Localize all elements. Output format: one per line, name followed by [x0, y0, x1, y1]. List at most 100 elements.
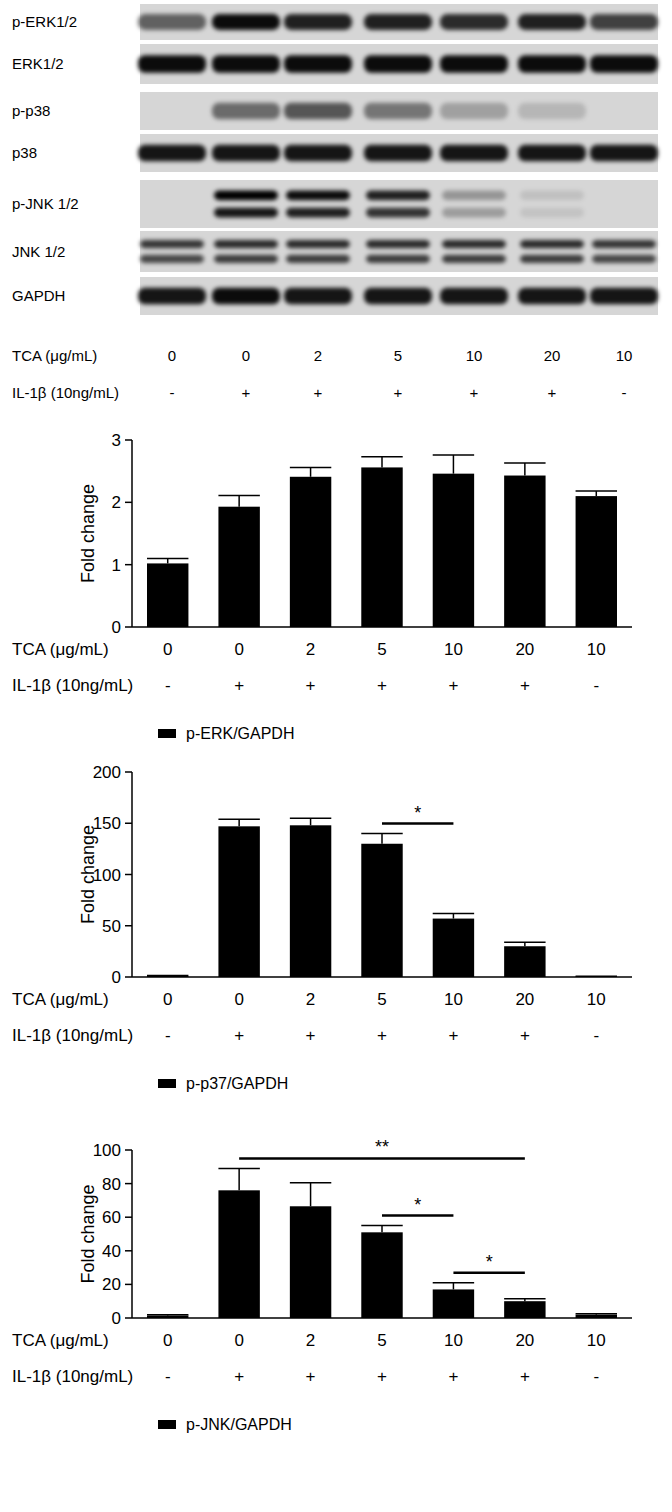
lane-label: + [314, 384, 323, 401]
x-tick-label: 10 [444, 990, 463, 1009]
band [590, 288, 658, 305]
x-tick-label: 0 [163, 990, 172, 1009]
band [284, 55, 352, 73]
x-tick-label: + [448, 1026, 458, 1045]
band [212, 55, 280, 73]
error-stem [381, 834, 383, 844]
error-stem [238, 1168, 240, 1190]
y-tick [125, 976, 132, 978]
legend-label: p-ERK/GAPDH [186, 725, 294, 742]
error-cap [504, 1298, 545, 1300]
y-tick [125, 1183, 132, 1185]
x-tick-label: 10 [587, 990, 606, 1009]
band-body [212, 14, 280, 30]
band-upper [520, 191, 584, 201]
band-body [440, 14, 508, 30]
y-tick-label: 100 [93, 1141, 121, 1160]
bracket-line [382, 822, 453, 825]
error-stem [381, 457, 383, 468]
band-body [212, 288, 280, 305]
x-tick-label: 20 [515, 1331, 534, 1350]
x-tick-label: 0 [234, 1331, 243, 1350]
band [366, 240, 430, 263]
y-axis-label: Fold change [78, 1184, 98, 1283]
y-tick-label: 3 [112, 431, 121, 450]
error-bar [147, 975, 188, 977]
band [212, 145, 280, 162]
lane-label: + [548, 384, 557, 401]
error-cap [218, 1168, 259, 1170]
error-stem [453, 1283, 455, 1290]
band-body [364, 103, 432, 120]
error-cap [218, 495, 259, 497]
y-tick [125, 1149, 132, 1151]
x-tick-label: + [377, 1026, 387, 1045]
y-tick [125, 1216, 132, 1218]
error-bar [361, 457, 402, 468]
band-body [138, 55, 206, 73]
band [138, 55, 206, 73]
band-lower [442, 255, 506, 263]
error-cap [361, 456, 402, 458]
bar [218, 826, 259, 977]
band [140, 191, 204, 218]
error-cap [147, 1314, 188, 1316]
band [286, 191, 350, 218]
band [138, 288, 206, 305]
x-tick-label: 5 [377, 990, 386, 1009]
bracket-line [239, 1157, 525, 1160]
band [592, 191, 656, 218]
band [284, 103, 352, 120]
error-bar [361, 834, 402, 844]
lane-label: + [242, 384, 251, 401]
band [518, 145, 586, 162]
error-cap [147, 975, 188, 977]
band-body [518, 55, 586, 73]
error-bar [290, 818, 331, 825]
lane-label: 0 [242, 347, 250, 364]
x-tick-label: - [593, 1367, 599, 1386]
band-lower [286, 208, 350, 218]
bar [290, 477, 331, 627]
band [520, 191, 584, 218]
error-bar [433, 913, 474, 918]
x-tick-label: + [234, 1367, 244, 1386]
y-tick-label: 0 [112, 618, 121, 637]
x-tick-label: 10 [444, 1331, 463, 1350]
blot-row-label: p-ERK1/2 [12, 13, 77, 30]
marks [147, 818, 617, 977]
band-upper [214, 240, 278, 248]
band [364, 145, 432, 162]
bar-chart: 0123Fold changeTCA (μg/mL)IL-1β (10ng/mL… [12, 431, 632, 742]
error-bar [504, 1299, 545, 1302]
legend-entry: p-p37/GAPDH [158, 1075, 288, 1092]
band [518, 288, 586, 305]
bar-chart: 020406080100Fold change****TCA (μg/mL)IL… [12, 1137, 632, 1433]
band [442, 240, 506, 263]
bar [147, 1315, 188, 1318]
band-body [138, 14, 206, 30]
y-tick-label: 20 [102, 1275, 121, 1294]
blot-row-label: p-p38 [12, 102, 50, 119]
blot: p-ERK1/2ERK1/2p-p38p38p-JNK 1/2JNK 1/2GA… [12, 4, 658, 401]
band-lower [592, 208, 656, 218]
y-tick [125, 823, 132, 825]
band-body [212, 103, 280, 120]
legend-swatch [158, 729, 176, 738]
error-stem [310, 467, 312, 476]
band-body [138, 288, 206, 305]
y-axis [131, 1150, 133, 1318]
lane-label: 10 [466, 347, 483, 364]
band [364, 55, 432, 73]
bar [576, 1315, 617, 1318]
x-tick-label: 2 [306, 640, 315, 659]
band-lower [520, 255, 584, 263]
band-body [364, 14, 432, 30]
error-cap [361, 1225, 402, 1227]
band-body [212, 145, 280, 162]
error-cap [218, 818, 259, 820]
bar [147, 976, 188, 977]
error-stem [453, 913, 455, 918]
blot-row-label: JNK 1/2 [12, 243, 65, 260]
error-stem [238, 495, 240, 506]
